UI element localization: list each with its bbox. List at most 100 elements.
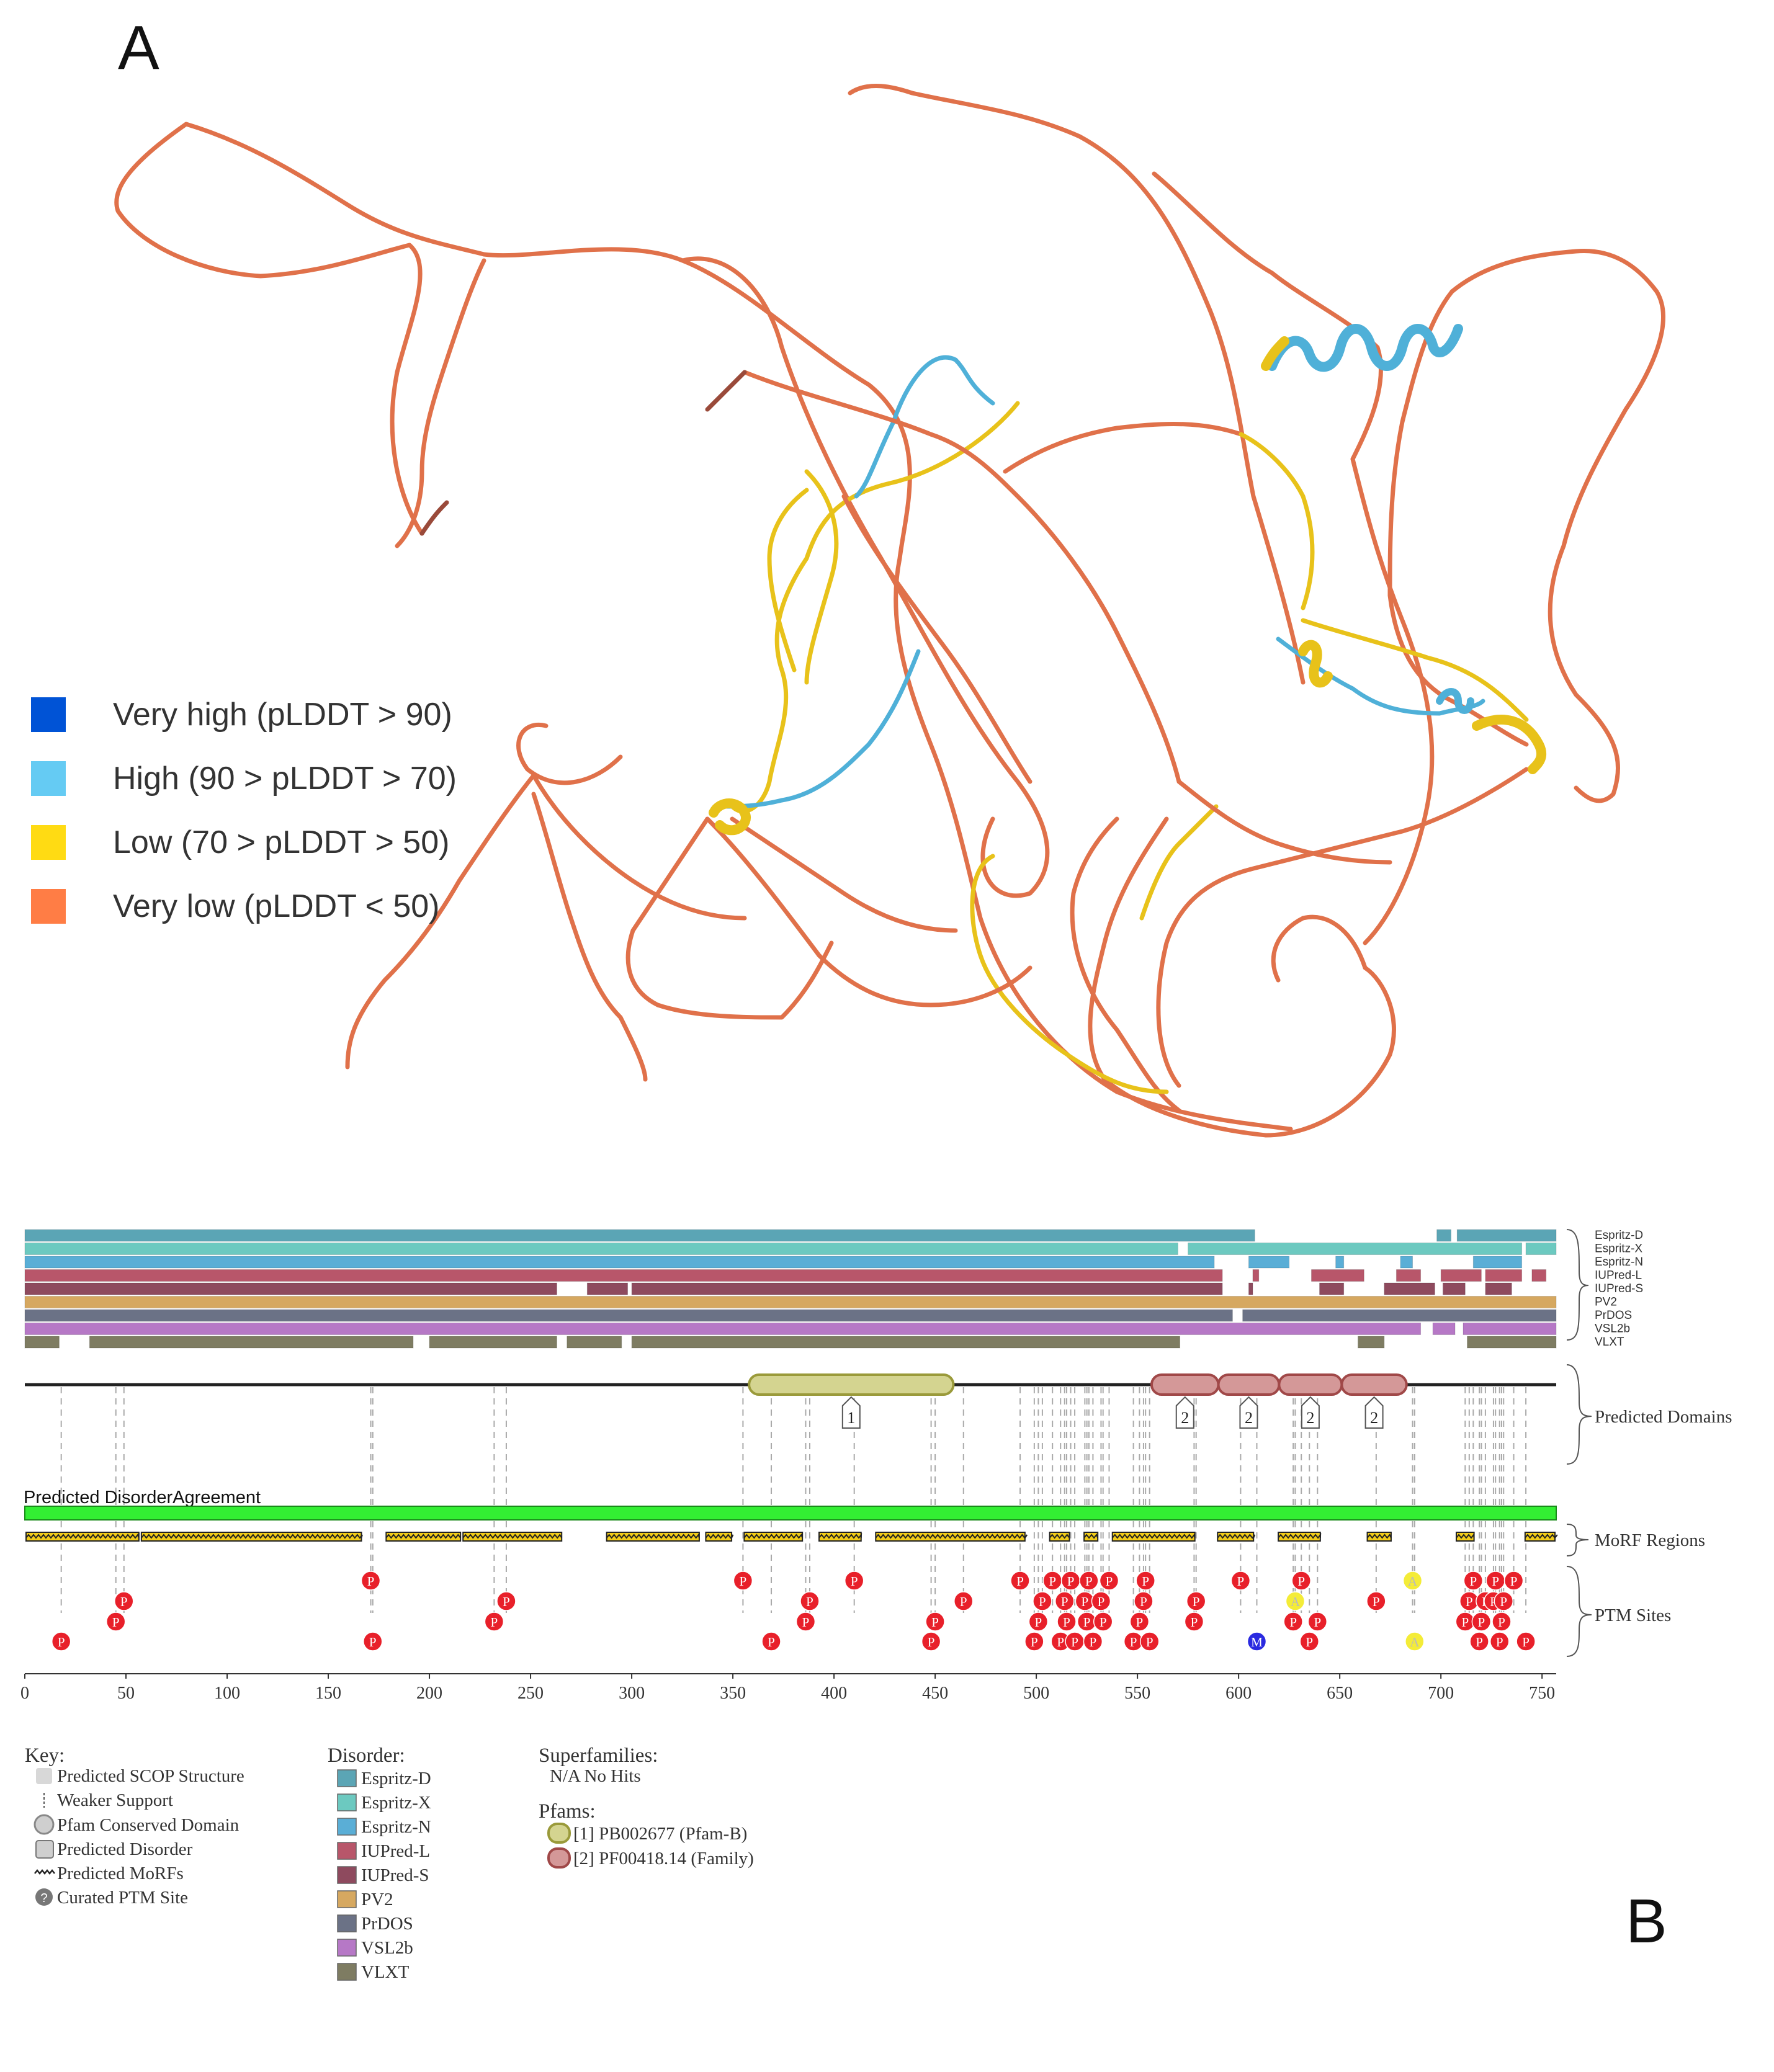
ptm-site-marker[interactable]: P bbox=[1055, 1591, 1075, 1611]
ptm-site-marker[interactable]: P bbox=[954, 1591, 974, 1611]
ptm-site-marker[interactable]: P bbox=[1230, 1571, 1251, 1591]
ptm-site-marker[interactable]: P bbox=[1283, 1612, 1303, 1632]
svg-text:P: P bbox=[1476, 1635, 1483, 1650]
x-tick-label: 0 bbox=[20, 1684, 29, 1703]
ptm-site-marker[interactable]: P bbox=[1299, 1632, 1320, 1651]
ptm-site-marker[interactable]: P bbox=[496, 1591, 516, 1611]
alpha-helix bbox=[709, 336, 1547, 836]
ptm-site-marker[interactable]: A bbox=[1285, 1591, 1306, 1611]
pfam-domain[interactable] bbox=[1217, 1373, 1281, 1396]
ptm-site-marker[interactable]: P bbox=[1455, 1612, 1476, 1632]
chain-segment bbox=[1271, 914, 1368, 983]
disorder-key-item: IUPred-S bbox=[361, 1865, 429, 1885]
ptm-site-marker[interactable]: P bbox=[761, 1632, 781, 1651]
ptm-site-marker[interactable]: P bbox=[1079, 1571, 1099, 1591]
ptm-site-marker[interactable]: P bbox=[1060, 1571, 1081, 1591]
pfam-domain[interactable] bbox=[1340, 1373, 1408, 1396]
ptm-site-marker[interactable]: P bbox=[1492, 1612, 1512, 1632]
svg-text:P: P bbox=[1500, 1594, 1507, 1609]
ptm-site-marker[interactable]: P bbox=[1291, 1571, 1311, 1591]
ptm-site-marker[interactable]: P bbox=[1065, 1632, 1085, 1651]
ptm-site-marker[interactable]: P bbox=[361, 1571, 381, 1591]
morf-region bbox=[875, 1532, 1028, 1542]
svg-text:P: P bbox=[503, 1594, 510, 1609]
pfam-domain[interactable] bbox=[748, 1373, 955, 1396]
ptm-site-marker[interactable]: P bbox=[1485, 1571, 1505, 1591]
pfam-item: [1] PB002677 (Pfam-B) bbox=[573, 1824, 747, 1844]
ptm-site-marker[interactable]: P bbox=[1366, 1591, 1386, 1611]
pfam-domain[interactable] bbox=[1278, 1373, 1343, 1396]
ptm-site-marker[interactable]: P bbox=[1057, 1612, 1077, 1632]
ptm-site-marker[interactable]: P bbox=[1139, 1632, 1160, 1651]
ptm-site-marker[interactable]: P bbox=[1307, 1612, 1328, 1632]
ptm-site-marker[interactable]: P bbox=[1186, 1591, 1206, 1611]
ptm-site-marker[interactable]: P bbox=[844, 1571, 864, 1591]
ptm-site-marker[interactable]: P bbox=[800, 1591, 820, 1611]
svg-text:P: P bbox=[1136, 1615, 1144, 1630]
svg-text:P: P bbox=[740, 1574, 747, 1589]
ptm-site-marker[interactable]: P bbox=[1129, 1612, 1150, 1632]
ptm-site-marker[interactable]: P bbox=[1516, 1632, 1536, 1651]
chain-segment bbox=[723, 649, 921, 809]
svg-text:P: P bbox=[369, 1635, 377, 1650]
svg-text:A: A bbox=[1408, 1574, 1418, 1589]
morf-label: MoRF Regions bbox=[1595, 1530, 1705, 1550]
ptm-site-marker[interactable]: P bbox=[1134, 1591, 1154, 1611]
pfam-swatch-1 bbox=[547, 1823, 571, 1844]
ptm-site-marker[interactable]: P bbox=[1083, 1632, 1103, 1651]
ptm-site-marker[interactable]: P bbox=[1471, 1612, 1492, 1632]
chain-segment bbox=[680, 256, 1050, 898]
ptm-site-marker[interactable]: P bbox=[1494, 1591, 1513, 1611]
ptm-site-marker[interactable]: P bbox=[1024, 1632, 1044, 1651]
ptm-site-marker[interactable]: P bbox=[1136, 1571, 1155, 1591]
svg-text:P: P bbox=[1373, 1594, 1380, 1609]
ptm-site-marker[interactable]: P bbox=[925, 1612, 945, 1632]
ptm-site-marker[interactable]: A bbox=[1402, 1571, 1423, 1591]
morf-region bbox=[462, 1532, 563, 1542]
ptm-site-marker[interactable]: P bbox=[1042, 1571, 1062, 1591]
ptm-site-marker[interactable]: P bbox=[105, 1612, 126, 1632]
disorder-segment bbox=[1252, 1269, 1260, 1282]
svg-text:P: P bbox=[1100, 1615, 1107, 1630]
disorder-segment bbox=[586, 1282, 629, 1295]
ptm-site-marker[interactable]: P bbox=[1051, 1632, 1070, 1651]
ptm-site-marker[interactable]: P bbox=[1077, 1612, 1097, 1632]
ptm-site-marker[interactable]: P bbox=[1033, 1591, 1052, 1611]
ptm-site-marker[interactable]: P bbox=[484, 1612, 504, 1632]
ptm-site-marker[interactable]: P bbox=[1010, 1571, 1030, 1591]
predicted-morf-swatch bbox=[34, 1869, 55, 1875]
ptm-site-marker[interactable]: P bbox=[1489, 1632, 1510, 1651]
svg-text:P: P bbox=[1522, 1635, 1530, 1650]
ptm-site-marker[interactable]: P bbox=[733, 1571, 753, 1591]
pfam-domain[interactable] bbox=[1150, 1373, 1220, 1396]
domain-tag-label: 2 bbox=[1306, 1409, 1314, 1427]
disorder-segment bbox=[1357, 1336, 1385, 1349]
ptm-site-marker[interactable]: P bbox=[1093, 1612, 1113, 1632]
ptm-site-marker[interactable]: P bbox=[51, 1632, 71, 1651]
plddt-legend: Very high (pLDDT > 90) High (90 > pLDDT … bbox=[31, 682, 457, 938]
chain-segment bbox=[705, 816, 1033, 1007]
disorder-key-item: Espritz-N bbox=[361, 1817, 431, 1837]
ptm-site-marker[interactable]: P bbox=[114, 1591, 134, 1611]
ptm-site-marker[interactable]: P bbox=[1099, 1571, 1119, 1591]
svg-text:P: P bbox=[1492, 1574, 1499, 1589]
ptm-site-marker[interactable]: P bbox=[1184, 1612, 1204, 1632]
superfamilies-title: Superfamilies: bbox=[539, 1744, 658, 1767]
ptm-site-marker[interactable]: P bbox=[1028, 1612, 1049, 1632]
svg-text:P: P bbox=[367, 1574, 375, 1589]
ptm-site-marker[interactable]: P bbox=[921, 1632, 941, 1651]
ptm-site-marker[interactable]: P bbox=[363, 1632, 383, 1651]
legend-swatch-low bbox=[31, 824, 66, 860]
ptm-site-marker[interactable]: P bbox=[1503, 1571, 1524, 1591]
morf-brace bbox=[1566, 1524, 1589, 1556]
svg-text:P: P bbox=[928, 1635, 935, 1650]
key-item: Weaker Support bbox=[57, 1790, 173, 1810]
ptm-site-marker[interactable]: M bbox=[1247, 1632, 1267, 1651]
chain-segment bbox=[1003, 421, 1243, 474]
ptm-site-marker[interactable]: P bbox=[795, 1612, 816, 1632]
ptm-site-marker[interactable]: P bbox=[1469, 1632, 1489, 1651]
ptm-site-marker[interactable]: A bbox=[1405, 1632, 1425, 1651]
ptm-site-marker[interactable]: P bbox=[1091, 1591, 1111, 1611]
ptm-site-marker[interactable]: P bbox=[1463, 1571, 1484, 1591]
chain-segment bbox=[482, 247, 1293, 1132]
